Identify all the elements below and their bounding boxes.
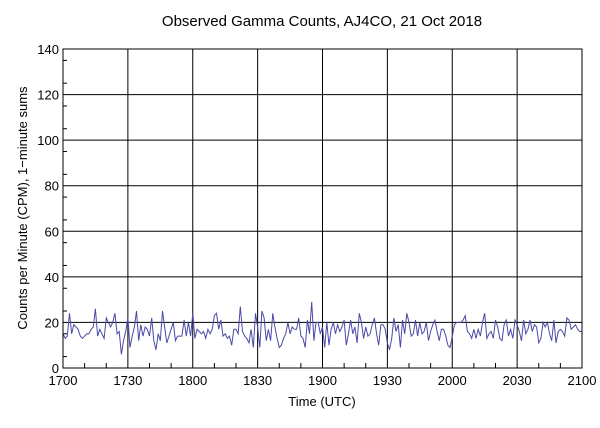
x-tick-label: 1700 <box>49 373 78 388</box>
ticks: 0 20 40 60 80 100 120 140 1700 1730 1800 1830 1900 19… <box>37 42 596 388</box>
plot-frame <box>62 48 583 369</box>
y-tick-label: 40 <box>45 270 59 285</box>
y-tick-label: 120 <box>37 88 59 103</box>
y-tick-label: 80 <box>45 179 59 194</box>
x-axis-label: Time (UTC) <box>288 394 355 409</box>
y-tick-label: 0 <box>52 361 59 376</box>
x-tick-label: 1830 <box>243 373 272 388</box>
y-axis-label: Counts per Minute (CPM), 1−minute sums <box>15 86 30 330</box>
x-tick-label: 2030 <box>503 373 532 388</box>
series <box>62 301 583 355</box>
x-tick-label: 1800 <box>178 373 207 388</box>
grid <box>63 49 582 368</box>
x-tick-label: 1930 <box>373 373 402 388</box>
x-tick-label: 1900 <box>308 373 337 388</box>
y-tick-label: 100 <box>37 133 59 148</box>
x-tick-label: 2000 <box>438 373 467 388</box>
y-tick-label: 140 <box>37 42 59 57</box>
x-tick-label: 2100 <box>568 373 597 388</box>
y-tick-label: 20 <box>45 315 59 330</box>
x-tick-label: 1730 <box>113 373 142 388</box>
y-tick-label: 60 <box>45 224 59 239</box>
chart-title: Observed Gamma Counts, AJ4CO, 21 Oct 201… <box>162 13 482 30</box>
